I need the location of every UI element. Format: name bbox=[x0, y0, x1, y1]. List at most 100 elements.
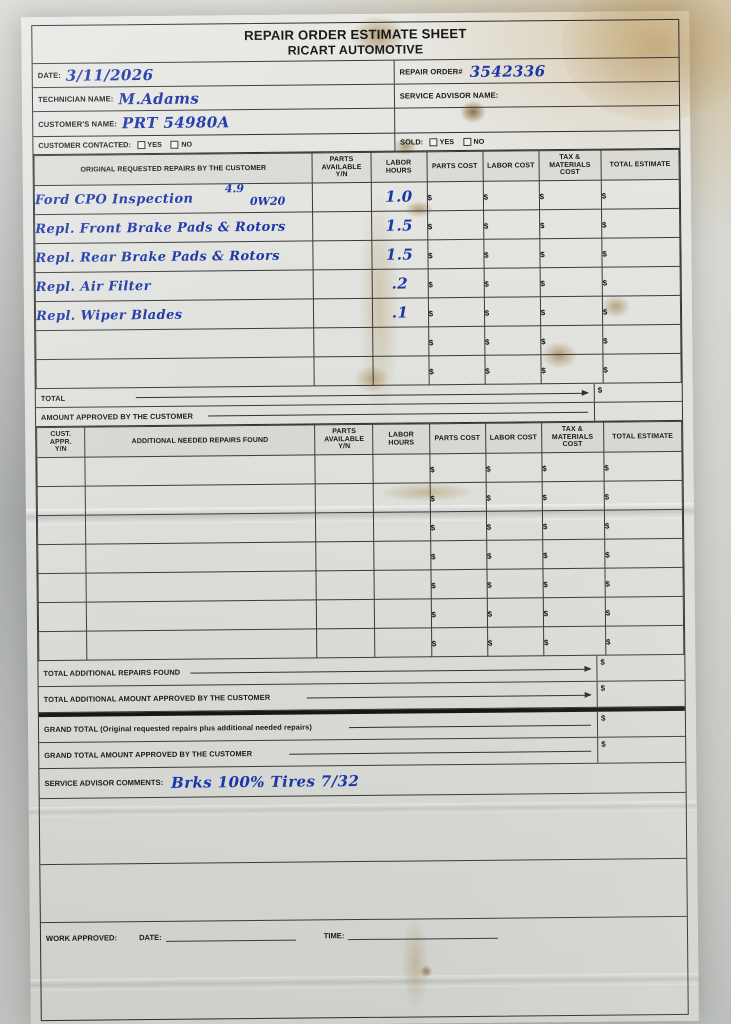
parts-available-cell[interactable] bbox=[314, 356, 373, 386]
add-labor-hours-cell[interactable] bbox=[373, 511, 431, 542]
parts-cost-cell[interactable]: $ bbox=[427, 239, 484, 269]
grand-total-amount[interactable]: $ bbox=[596, 710, 686, 737]
labor-hours-cell[interactable]: 1.5 bbox=[371, 210, 428, 241]
add-tax-materials-cell[interactable]: $ bbox=[542, 568, 606, 598]
add-labor-hours-cell[interactable] bbox=[374, 569, 431, 600]
service-advisor-field-row[interactable]: SERVICE ADVISOR NAME: bbox=[394, 81, 680, 109]
parts-cost-cell[interactable]: $ bbox=[428, 326, 485, 356]
labor-cost-cell[interactable]: $ bbox=[484, 296, 541, 327]
labor-cost-cell[interactable]: $ bbox=[482, 180, 540, 211]
cust-appr-cell[interactable] bbox=[37, 486, 86, 516]
cust-appr-cell[interactable] bbox=[37, 544, 87, 574]
repair-description-cell[interactable]: Repl. Air Filter bbox=[35, 269, 314, 302]
tax-materials-cell[interactable]: $ bbox=[538, 180, 602, 210]
add-labor-cost-cell[interactable]: $ bbox=[487, 626, 544, 657]
labor-hours-cell[interactable] bbox=[372, 355, 429, 386]
labor-hours-cell[interactable]: .2 bbox=[371, 268, 428, 299]
total-additional-found-amount[interactable]: $ bbox=[596, 654, 685, 681]
labor-hours-cell[interactable]: 1.5 bbox=[371, 239, 428, 270]
additional-repair-description-cell[interactable] bbox=[86, 628, 318, 661]
parts-available-cell[interactable] bbox=[312, 182, 372, 212]
add-tax-materials-cell[interactable]: $ bbox=[541, 481, 605, 511]
add-parts-available-cell[interactable] bbox=[316, 570, 375, 600]
work-approved-date-input[interactable] bbox=[165, 930, 296, 942]
parts-available-cell[interactable] bbox=[314, 327, 373, 357]
add-labor-hours-cell[interactable] bbox=[373, 453, 430, 484]
add-parts-available-cell[interactable] bbox=[315, 512, 375, 542]
add-parts-cost-cell[interactable]: $ bbox=[430, 569, 487, 599]
labor-hours-cell[interactable] bbox=[372, 326, 429, 357]
add-parts-cost-cell[interactable]: $ bbox=[430, 598, 488, 628]
add-parts-available-cell[interactable] bbox=[316, 628, 376, 658]
add-tax-materials-cell[interactable]: $ bbox=[542, 510, 605, 540]
cust-appr-cell[interactable] bbox=[37, 515, 86, 545]
cust-appr-cell[interactable] bbox=[38, 602, 87, 632]
total-estimate-cell[interactable]: $ bbox=[602, 295, 681, 326]
add-labor-cost-cell[interactable]: $ bbox=[486, 568, 543, 599]
work-approved-time-input[interactable] bbox=[348, 928, 499, 941]
add-parts-cost-cell[interactable]: $ bbox=[431, 627, 488, 657]
add-tax-materials-cell[interactable]: $ bbox=[541, 452, 604, 482]
add-total-estimate-cell[interactable]: $ bbox=[604, 538, 683, 569]
parts-available-cell[interactable] bbox=[312, 211, 372, 241]
additional-repair-description-cell[interactable] bbox=[85, 483, 316, 516]
date-field-row[interactable]: DATE: 3/11/2026 bbox=[32, 60, 394, 89]
add-total-estimate-cell[interactable]: $ bbox=[603, 451, 683, 482]
parts-cost-cell[interactable]: $ bbox=[427, 297, 485, 327]
total-estimate-cell[interactable]: $ bbox=[601, 237, 681, 268]
original-total-amount[interactable]: $ bbox=[593, 382, 682, 402]
parts-available-cell[interactable] bbox=[313, 240, 372, 270]
total-estimate-cell[interactable]: $ bbox=[601, 208, 680, 239]
add-labor-hours-cell[interactable] bbox=[375, 627, 432, 658]
tax-materials-cell[interactable]: $ bbox=[539, 209, 602, 239]
parts-cost-cell[interactable]: $ bbox=[428, 355, 485, 385]
labor-hours-cell[interactable]: 1.0 bbox=[370, 181, 428, 212]
add-parts-cost-cell[interactable]: $ bbox=[430, 540, 487, 570]
add-parts-available-cell[interactable] bbox=[315, 483, 374, 513]
cust-appr-cell[interactable] bbox=[38, 631, 87, 661]
additional-repair-description-cell[interactable] bbox=[86, 599, 317, 632]
grand-total-approved-amount[interactable]: $ bbox=[597, 736, 686, 763]
labor-hours-cell[interactable]: .1 bbox=[371, 297, 429, 328]
add-labor-cost-cell[interactable]: $ bbox=[485, 452, 542, 483]
original-approved-amount[interactable] bbox=[593, 401, 683, 421]
repair-description-cell[interactable]: Repl. Front Brake Pads & Rotors bbox=[34, 211, 314, 244]
customer-contacted-no-checkbox[interactable] bbox=[170, 140, 179, 149]
additional-repair-description-cell[interactable] bbox=[85, 512, 317, 545]
add-labor-hours-cell[interactable] bbox=[374, 540, 431, 571]
customer-field-row[interactable]: CUSTOMER'S NAME: PRT 54980A bbox=[33, 109, 394, 136]
parts-cost-cell[interactable]: $ bbox=[427, 268, 485, 298]
add-parts-available-cell[interactable] bbox=[316, 541, 375, 571]
parts-available-cell[interactable] bbox=[313, 269, 372, 299]
labor-cost-cell[interactable]: $ bbox=[483, 267, 541, 298]
add-labor-cost-cell[interactable]: $ bbox=[486, 597, 544, 628]
add-total-estimate-cell[interactable]: $ bbox=[604, 567, 684, 598]
cust-appr-cell[interactable] bbox=[36, 457, 86, 487]
add-parts-cost-cell[interactable]: $ bbox=[429, 511, 487, 541]
additional-repair-description-cell[interactable] bbox=[86, 570, 317, 603]
tax-materials-cell[interactable]: $ bbox=[540, 354, 604, 384]
repair-description-cell[interactable]: Repl. Rear Brake Pads & Rotors bbox=[34, 240, 314, 273]
add-parts-cost-cell[interactable]: $ bbox=[429, 453, 486, 483]
add-labor-hours-cell[interactable] bbox=[374, 598, 432, 629]
repair-description-cell[interactable]: Repl. Wiper Blades bbox=[35, 298, 315, 331]
comments-blank-area[interactable] bbox=[39, 792, 687, 866]
labor-cost-cell[interactable]: $ bbox=[483, 238, 540, 269]
add-tax-materials-cell[interactable]: $ bbox=[542, 597, 606, 627]
total-estimate-cell[interactable]: $ bbox=[601, 179, 680, 210]
add-parts-cost-cell[interactable]: $ bbox=[429, 482, 487, 512]
technician-field-row[interactable]: TECHNICIAN NAME: M.Adams bbox=[32, 84, 394, 113]
add-labor-cost-cell[interactable]: $ bbox=[486, 510, 543, 541]
parts-available-cell[interactable] bbox=[313, 298, 373, 328]
total-estimate-cell[interactable]: $ bbox=[602, 353, 682, 384]
sold-yes-checkbox[interactable] bbox=[429, 137, 438, 146]
tax-materials-cell[interactable]: $ bbox=[539, 238, 602, 268]
parts-cost-cell[interactable]: $ bbox=[427, 210, 484, 240]
add-tax-materials-cell[interactable]: $ bbox=[542, 539, 605, 569]
tax-materials-cell[interactable]: $ bbox=[539, 267, 603, 297]
tax-materials-cell[interactable]: $ bbox=[540, 296, 603, 326]
tax-materials-cell[interactable]: $ bbox=[540, 325, 603, 355]
repair-description-cell[interactable] bbox=[35, 356, 315, 389]
add-parts-available-cell[interactable] bbox=[316, 599, 376, 629]
add-tax-materials-cell[interactable]: $ bbox=[543, 626, 606, 656]
